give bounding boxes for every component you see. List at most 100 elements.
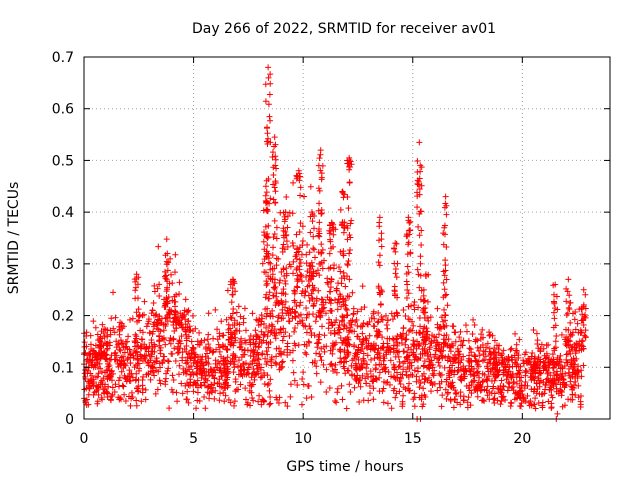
- data-point: [268, 321, 275, 328]
- data-point: [416, 232, 423, 239]
- data-point: [363, 380, 370, 387]
- data-point: [360, 358, 367, 365]
- data-point: [416, 139, 423, 146]
- data-point: [98, 368, 105, 375]
- data-point: [135, 313, 142, 320]
- data-point: [435, 341, 442, 348]
- data-point: [417, 380, 424, 387]
- data-point: [242, 396, 249, 403]
- data-point: [97, 355, 104, 362]
- data-point: [282, 278, 289, 285]
- data-point: [280, 333, 287, 340]
- data-point: [189, 312, 196, 319]
- data-point: [530, 388, 537, 395]
- data-point: [405, 241, 412, 248]
- data-point: [573, 344, 580, 351]
- data-point: [366, 332, 373, 339]
- data-point: [189, 344, 196, 351]
- data-point: [141, 298, 148, 305]
- data-point: [360, 355, 367, 362]
- data-point: [337, 334, 344, 341]
- data-point: [272, 188, 279, 195]
- data-point: [492, 373, 499, 380]
- data-point: [214, 336, 221, 343]
- data-point: [433, 334, 440, 341]
- data-point: [500, 367, 507, 374]
- data-point: [528, 353, 535, 360]
- data-point: [420, 305, 427, 312]
- data-point: [194, 341, 201, 348]
- data-point: [120, 323, 127, 330]
- data-point: [329, 350, 336, 357]
- data-point: [460, 373, 467, 380]
- data-point: [564, 288, 571, 295]
- data-point: [316, 313, 323, 320]
- data-point: [469, 330, 476, 337]
- data-point: [331, 331, 338, 338]
- data-point: [278, 297, 285, 304]
- data-point: [128, 370, 135, 377]
- data-point: [193, 370, 200, 377]
- data-point: [344, 367, 351, 374]
- data-point: [292, 309, 299, 316]
- data-point: [385, 368, 392, 375]
- data-point: [351, 342, 358, 349]
- data-point: [428, 340, 435, 347]
- data-point: [549, 351, 556, 358]
- data-point: [162, 381, 169, 388]
- data-point: [264, 207, 271, 214]
- data-point: [260, 398, 267, 405]
- data-point: [452, 396, 459, 403]
- data-point: [397, 380, 404, 387]
- data-point: [557, 359, 564, 366]
- data-point: [139, 329, 146, 336]
- data-point: [437, 372, 444, 379]
- data-point: [84, 352, 91, 359]
- data-point: [154, 386, 161, 393]
- data-point: [241, 351, 248, 358]
- data-point: [149, 307, 156, 314]
- data-point: [118, 358, 125, 365]
- data-point: [557, 387, 564, 394]
- data-point: [550, 324, 557, 331]
- data-point: [301, 341, 308, 348]
- data-point: [427, 314, 434, 321]
- data-point: [366, 382, 373, 389]
- data-point: [278, 290, 285, 297]
- data-point: [224, 354, 231, 361]
- data-point: [437, 323, 444, 330]
- data-point: [104, 394, 111, 401]
- data-point: [267, 260, 274, 267]
- data-point: [120, 353, 127, 360]
- data-point: [248, 389, 255, 396]
- data-point: [111, 350, 118, 357]
- data-point: [396, 388, 403, 395]
- data-point: [550, 298, 557, 305]
- data-point: [210, 372, 216, 379]
- data-point: [441, 272, 448, 279]
- data-point: [395, 353, 402, 360]
- data-point: [252, 340, 259, 347]
- data-point: [289, 357, 296, 364]
- data-point: [572, 370, 579, 377]
- data-point: [110, 289, 117, 296]
- data-point: [449, 382, 456, 389]
- data-point: [154, 316, 161, 323]
- data-point: [434, 387, 441, 394]
- data-point: [342, 337, 349, 344]
- data-point: [105, 363, 112, 370]
- data-point: [460, 337, 467, 344]
- data-point: [303, 395, 310, 402]
- data-point: [379, 388, 386, 395]
- data-point: [207, 385, 214, 392]
- data-point: [241, 305, 248, 312]
- data-point: [273, 235, 280, 242]
- data-point: [579, 337, 586, 344]
- data-point: [121, 349, 128, 356]
- data-point: [455, 348, 462, 355]
- data-point: [377, 301, 384, 308]
- data-point: [185, 318, 192, 325]
- data-point: [132, 284, 139, 291]
- data-point: [291, 297, 298, 304]
- data-point: [306, 249, 313, 256]
